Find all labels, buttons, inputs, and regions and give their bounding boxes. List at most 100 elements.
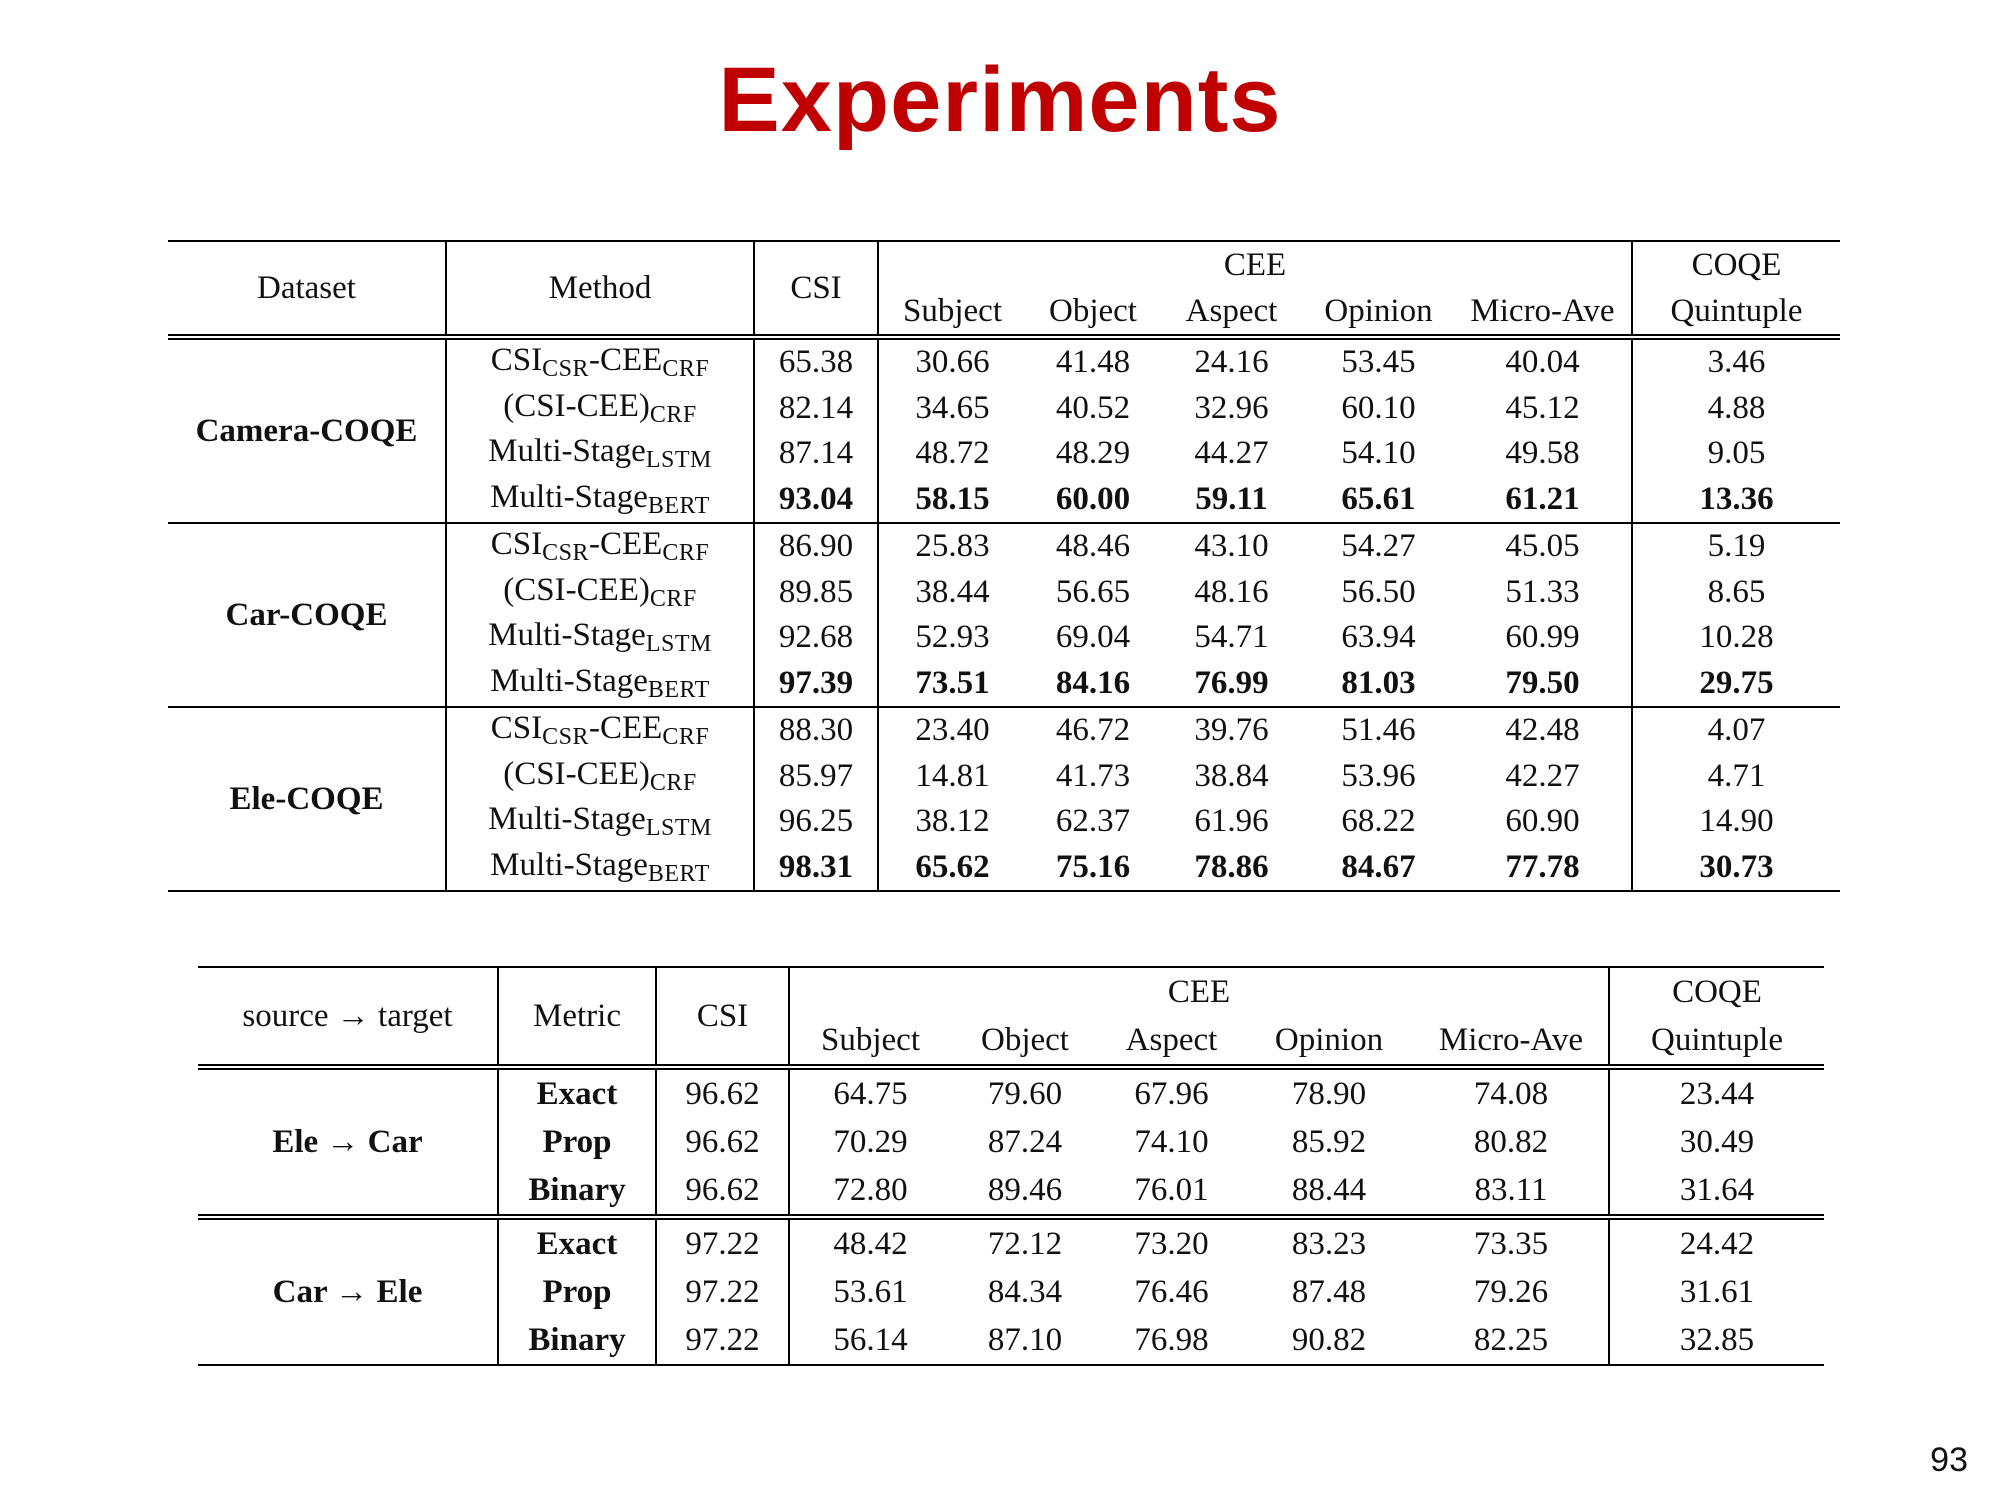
header-csi: CSI: [656, 967, 790, 1067]
transfer-label: Car → Ele: [198, 1217, 499, 1365]
value-cell: 92.68: [754, 615, 879, 661]
value-cell: 42.48: [1454, 707, 1633, 754]
value-cell: 30.66: [915, 344, 990, 381]
value-cell: 98.31: [754, 844, 879, 891]
value-cell: 24.16: [1194, 344, 1269, 381]
method-cell: (CSI-CEE)CRF: [446, 753, 755, 799]
table-row: Multi-StageLSTM 92.68 52.93 69.04 54.71 63.94…: [168, 615, 1840, 661]
method-subscript: CSR: [542, 540, 590, 567]
method-name: (CSI-CEE): [503, 571, 650, 608]
value-cell: 70.29: [833, 1123, 908, 1160]
value-cell: 45.05: [1454, 523, 1633, 570]
header-micro-ave: Micro-Ave: [1454, 288, 1633, 337]
method-subscript-2: CRF: [662, 724, 710, 751]
table1-body: Camera-COQE CSICSR-CEECRF 65.38 30.66 41.48 2…: [168, 337, 1840, 891]
table-row: Multi-StageBERT 97.39 73.51 84.16 76.99 81.03…: [168, 660, 1840, 707]
method-cell: CSICSR-CEECRF: [446, 707, 755, 754]
value-cell: 58.15: [915, 480, 990, 517]
method-subscript: CSR: [542, 724, 590, 751]
value-cell: 42.27: [1454, 753, 1633, 799]
metric-cell: Exact: [498, 1217, 657, 1268]
value-cell: 31.61: [1679, 1273, 1755, 1310]
table-row: Prop 97.22 53.61 84.34 76.46 87.48 79.26 31.61: [198, 1268, 1824, 1316]
value-cell: 38.12: [915, 803, 990, 840]
header-source-target: source → target: [198, 967, 499, 1067]
method-name: CSI: [490, 342, 543, 379]
value-cell: 61.21: [1454, 476, 1633, 523]
method-cell: Multi-StageLSTM: [446, 431, 755, 477]
header-aspect: Aspect: [1125, 1021, 1218, 1058]
value-cell: 56.50: [1341, 573, 1416, 610]
dataset-label: Car-COQE: [168, 523, 447, 707]
method-name-cont: -CEE: [589, 342, 663, 379]
value-cell: 83.23: [1291, 1225, 1367, 1262]
value-cell: 39.76: [1194, 712, 1269, 749]
value-cell: 23.44: [1679, 1075, 1755, 1112]
value-cell: 73.20: [1134, 1225, 1209, 1262]
header-opinion: Opinion: [1274, 1021, 1384, 1058]
value-cell: 38.84: [1194, 757, 1269, 794]
table-row: Camera-COQE CSICSR-CEECRF 65.38 30.66 41.48 2…: [168, 337, 1840, 523]
value-cell: 81.03: [1341, 664, 1416, 701]
value-cell: 30.49: [1679, 1123, 1755, 1160]
method-subscript: CRF: [649, 585, 697, 612]
header-coqe: COQE: [1691, 246, 1782, 283]
value-cell: 52.93: [915, 619, 990, 656]
value-cell: 53.96: [1341, 757, 1416, 794]
method-name: (CSI-CEE): [503, 387, 650, 424]
table-row: (CSI-CEE)CRF 89.85 38.44 56.65 48.16 56.50 51.…: [168, 569, 1840, 615]
table2-body: Ele → Car Exact 96.62 64.75 79.60 67.96 78.90 7…: [198, 1067, 1824, 1365]
value-cell: 60.00: [1055, 480, 1131, 517]
value-cell: 85.92: [1291, 1123, 1367, 1160]
value-cell: 56.65: [1055, 573, 1131, 610]
value-cell: 79.60: [987, 1075, 1063, 1112]
header-object: Object: [1049, 292, 1137, 329]
value-cell: 83.11: [1414, 1166, 1610, 1217]
method-cell: CSICSR-CEECRF: [446, 523, 755, 570]
value-cell: 97.22: [656, 1268, 790, 1316]
method-subscript: LSTM: [645, 815, 712, 842]
method-cell: Multi-StageBERT: [446, 844, 755, 891]
method-subscript-2: CRF: [662, 540, 710, 567]
method-subscript-2: CRF: [662, 356, 710, 383]
value-cell: 59.11: [1195, 480, 1268, 517]
value-cell: 14.81: [915, 757, 990, 794]
value-cell: 41.48: [1055, 344, 1131, 381]
value-cell: 87.10: [987, 1321, 1063, 1358]
header-subject: Subject: [903, 292, 1002, 329]
value-cell: 60.99: [1454, 615, 1633, 661]
value-cell: 87.14: [754, 431, 879, 477]
value-cell: 54.71: [1194, 619, 1269, 656]
method-name-cont: -CEE: [589, 526, 663, 563]
value-cell: 25.83: [915, 528, 990, 565]
table-row: Binary 96.62 72.80 89.46 76.01 88.44 83.11 31.6…: [198, 1166, 1824, 1217]
table-row: Multi-StageLSTM 87.14 48.72 48.29 44.27 54.10…: [168, 431, 1840, 477]
value-cell: 13.36: [1699, 480, 1774, 517]
method-cell: Multi-StageLSTM: [446, 615, 755, 661]
value-cell: 97.39: [754, 660, 879, 707]
value-cell: 63.94: [1341, 619, 1416, 656]
method-subscript: BERT: [647, 492, 710, 519]
method-subscript: BERT: [647, 860, 710, 887]
value-cell: 86.90: [754, 523, 879, 570]
value-cell: 48.42: [833, 1225, 908, 1262]
dataset-label: Ele-COQE: [168, 707, 447, 891]
value-cell: 46.72: [1055, 712, 1131, 749]
table-row: Prop 96.62 70.29 87.24 74.10 85.92 80.82 30.49: [198, 1118, 1824, 1166]
method-cell: (CSI-CEE)CRF: [446, 385, 755, 431]
value-cell: 79.50: [1454, 660, 1633, 707]
value-cell: 65.38: [754, 337, 879, 386]
method-subscript: CSR: [542, 356, 590, 383]
value-cell: 10.28: [1699, 619, 1774, 656]
value-cell: 75.16: [1055, 848, 1131, 885]
value-cell: 72.12: [987, 1225, 1063, 1262]
value-cell: 73.51: [915, 664, 990, 701]
value-cell: 87.24: [987, 1123, 1063, 1160]
method-subscript: LSTM: [645, 631, 712, 658]
table-row: Ele → Car Exact 96.62 64.75 79.60 67.96 78.90 7…: [198, 1067, 1824, 1217]
table-row: (CSI-CEE)CRF 82.14 34.65 40.52 32.96 60.10 45.…: [168, 385, 1840, 431]
value-cell: 79.26: [1414, 1268, 1610, 1316]
method-subscript: CRF: [649, 401, 697, 428]
value-cell: 76.98: [1134, 1321, 1209, 1358]
method-name: Multi-Stage: [490, 662, 648, 699]
